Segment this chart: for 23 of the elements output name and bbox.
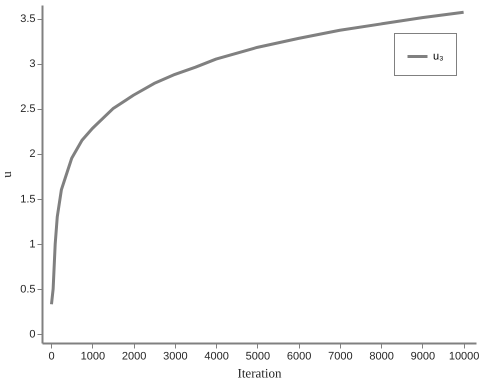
x-tick-label: 4000 [204, 350, 229, 362]
y-tick-label: 0.5 [20, 283, 36, 296]
y-tick-label: 3.5 [20, 13, 36, 26]
y-axis-title: u [0, 170, 14, 178]
y-tick-label: 3 [29, 58, 36, 70]
y-tick-label: 1.5 [20, 193, 36, 206]
x-tick-label: 8000 [369, 350, 394, 362]
x-axis-title: Iteration [237, 366, 282, 380]
legend-label: u₃ [433, 50, 444, 62]
x-tick-label: 9000 [410, 350, 436, 362]
y-tick-label: 0 [29, 328, 36, 340]
x-tick-label: 3000 [163, 350, 188, 362]
y-tick-label: 2.5 [20, 103, 36, 116]
x-tick-label: 10000 [448, 350, 480, 362]
line-series [50, 10, 466, 306]
y-tick-label: 1 [29, 238, 36, 250]
x-tick-label: 1000 [80, 350, 106, 362]
x-tick-label: 5000 [246, 350, 270, 362]
x-tick-label: 2000 [122, 350, 146, 362]
x-tick-label: 0 [48, 350, 55, 362]
x-tick-label: 7000 [328, 350, 353, 362]
y-tick-label: 2 [29, 148, 36, 160]
x-tick-label: 6000 [286, 350, 312, 362]
